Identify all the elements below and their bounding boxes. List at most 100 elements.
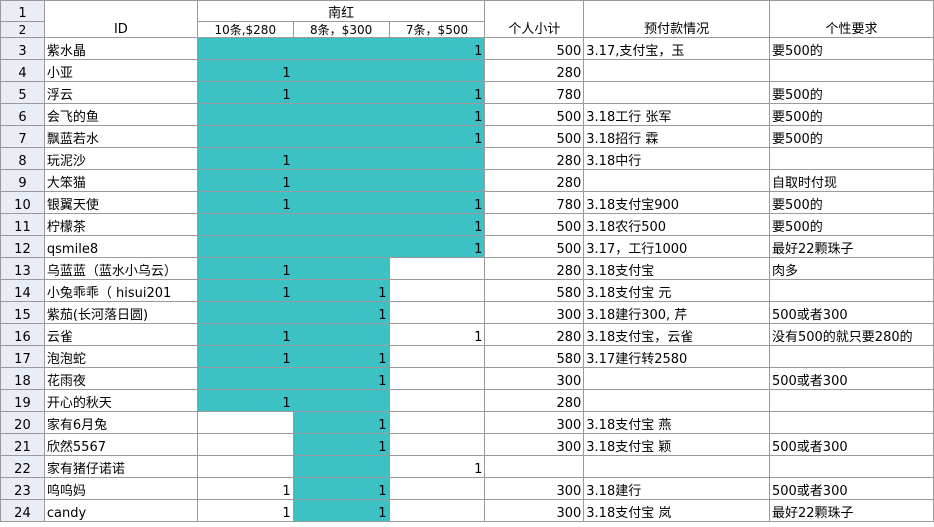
quantity-cell[interactable] <box>196 301 294 324</box>
row-number[interactable]: 23 <box>0 477 45 500</box>
subtotal-cell[interactable] <box>484 455 585 478</box>
requirement-cell[interactable]: 500或者300 <box>768 367 934 390</box>
subtotal-cell[interactable]: 500 <box>484 235 585 258</box>
row-number[interactable]: 2 <box>0 21 45 38</box>
id-cell[interactable]: 玩泥沙 <box>43 147 198 170</box>
quantity-cell[interactable]: 1 <box>292 301 390 324</box>
quantity-cell[interactable] <box>196 411 294 434</box>
row-number[interactable]: 22 <box>0 455 45 478</box>
row-number[interactable]: 13 <box>0 257 45 280</box>
row-number[interactable]: 19 <box>0 389 45 412</box>
row-number[interactable]: 15 <box>0 301 45 324</box>
subtotal-cell[interactable]: 300 <box>484 499 585 522</box>
quantity-cell[interactable] <box>292 257 390 280</box>
quantity-cell[interactable] <box>388 389 486 412</box>
subtotal-cell[interactable]: 780 <box>484 191 585 214</box>
payment-cell[interactable]: 3.18工行 张军 <box>583 103 770 126</box>
requirement-cell[interactable]: 最好22颗珠子 <box>768 499 934 522</box>
requirement-cell[interactable] <box>768 389 934 412</box>
quantity-cell[interactable]: 1 <box>196 81 294 104</box>
option-8-header[interactable]: 8条，$300 <box>292 21 390 38</box>
quantity-cell[interactable]: 1 <box>196 323 294 346</box>
quantity-cell[interactable]: 1 <box>292 477 390 500</box>
row-number[interactable]: 10 <box>0 191 45 214</box>
id-cell[interactable]: 欣然5567 <box>43 433 198 456</box>
payment-cell[interactable] <box>583 389 770 412</box>
quantity-cell[interactable] <box>292 59 390 82</box>
requirement-cell[interactable]: 肉多 <box>768 257 934 280</box>
requirement-cell[interactable]: 要500的 <box>768 213 934 236</box>
quantity-cell[interactable]: 1 <box>292 411 390 434</box>
quantity-cell[interactable] <box>388 433 486 456</box>
requirement-cell[interactable]: 自取时付现 <box>768 169 934 192</box>
quantity-cell[interactable] <box>196 235 294 258</box>
quantity-cell[interactable] <box>196 125 294 148</box>
row-number[interactable]: 20 <box>0 411 45 434</box>
row-number[interactable]: 7 <box>0 125 45 148</box>
quantity-cell[interactable]: 1 <box>388 191 486 214</box>
requirement-column-header[interactable]: 个性要求 <box>768 0 934 38</box>
requirement-cell[interactable]: 最好22颗珠子 <box>768 235 934 258</box>
subtotal-cell[interactable]: 280 <box>484 169 585 192</box>
requirement-cell[interactable]: 要500的 <box>768 191 934 214</box>
id-cell[interactable]: 浮云 <box>43 81 198 104</box>
quantity-cell[interactable] <box>292 235 390 258</box>
quantity-cell[interactable] <box>292 37 390 60</box>
quantity-cell[interactable]: 1 <box>388 455 486 478</box>
payment-cell[interactable]: 3.17，工行1000 <box>583 235 770 258</box>
quantity-cell[interactable] <box>196 37 294 60</box>
quantity-cell[interactable] <box>292 81 390 104</box>
nanhong-group-header[interactable]: 南红 <box>196 0 486 22</box>
subtotal-cell[interactable]: 780 <box>484 81 585 104</box>
subtotal-cell[interactable]: 300 <box>484 411 585 434</box>
payment-cell[interactable] <box>583 81 770 104</box>
quantity-cell[interactable]: 1 <box>196 345 294 368</box>
requirement-cell[interactable]: 500或者300 <box>768 477 934 500</box>
payment-cell[interactable]: 3.17,支付宝，玉 <box>583 37 770 60</box>
id-cell[interactable]: 泡泡蛇 <box>43 345 198 368</box>
id-cell[interactable]: 柠檬茶 <box>43 213 198 236</box>
id-cell[interactable]: 会飞的鱼 <box>43 103 198 126</box>
quantity-cell[interactable] <box>196 213 294 236</box>
option-10-header[interactable]: 10条,$280 <box>196 21 294 38</box>
quantity-cell[interactable] <box>388 477 486 500</box>
payment-cell[interactable] <box>583 367 770 390</box>
id-cell[interactable]: 紫茄(长河落日圆) <box>43 301 198 324</box>
row-number[interactable]: 17 <box>0 345 45 368</box>
id-cell[interactable]: 小亚 <box>43 59 198 82</box>
quantity-cell[interactable]: 1 <box>196 389 294 412</box>
subtotal-cell[interactable]: 500 <box>484 125 585 148</box>
requirement-cell[interactable]: 没有500的就只要280的 <box>768 323 934 346</box>
quantity-cell[interactable] <box>292 169 390 192</box>
payment-cell[interactable]: 3.18支付宝，云雀 <box>583 323 770 346</box>
quantity-cell[interactable] <box>388 279 486 302</box>
id-column-header[interactable]: ID <box>43 0 198 38</box>
quantity-cell[interactable] <box>388 345 486 368</box>
id-cell[interactable]: 花雨夜 <box>43 367 198 390</box>
quantity-cell[interactable]: 1 <box>388 103 486 126</box>
quantity-cell[interactable]: 1 <box>196 169 294 192</box>
quantity-cell[interactable]: 1 <box>388 37 486 60</box>
row-number[interactable]: 1 <box>0 0 45 22</box>
subtotal-cell[interactable]: 300 <box>484 477 585 500</box>
payment-cell[interactable] <box>583 455 770 478</box>
id-cell[interactable]: 云雀 <box>43 323 198 346</box>
subtotal-cell[interactable]: 280 <box>484 257 585 280</box>
quantity-cell[interactable] <box>196 433 294 456</box>
quantity-cell[interactable] <box>196 103 294 126</box>
quantity-cell[interactable]: 1 <box>388 81 486 104</box>
payment-cell[interactable] <box>583 169 770 192</box>
row-number[interactable]: 24 <box>0 499 45 522</box>
id-cell[interactable]: 乌蓝蓝（蓝水小乌云） <box>43 257 198 280</box>
requirement-cell[interactable]: 要500的 <box>768 103 934 126</box>
id-cell[interactable]: 大笨猫 <box>43 169 198 192</box>
quantity-cell[interactable] <box>196 367 294 390</box>
payment-cell[interactable]: 3.18支付宝900 <box>583 191 770 214</box>
quantity-cell[interactable] <box>292 455 390 478</box>
id-cell[interactable]: 紫水晶 <box>43 37 198 60</box>
id-cell[interactable]: 呜呜妈 <box>43 477 198 500</box>
requirement-cell[interactable]: 要500的 <box>768 37 934 60</box>
quantity-cell[interactable] <box>388 59 486 82</box>
quantity-cell[interactable]: 1 <box>196 499 294 522</box>
quantity-cell[interactable] <box>388 411 486 434</box>
